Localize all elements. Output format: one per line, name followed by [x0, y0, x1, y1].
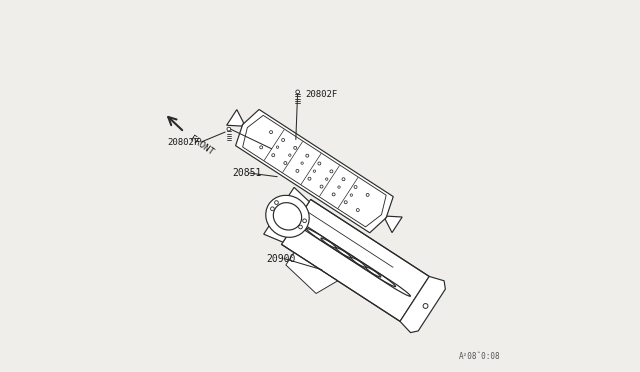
Ellipse shape — [289, 154, 291, 156]
Ellipse shape — [269, 131, 273, 134]
Ellipse shape — [342, 178, 345, 181]
Ellipse shape — [227, 127, 231, 131]
Ellipse shape — [326, 178, 328, 180]
Text: A²08ˆ0:08: A²08ˆ0:08 — [459, 352, 500, 361]
Text: FRONT: FRONT — [188, 134, 215, 157]
Text: 20802F: 20802F — [167, 138, 199, 147]
Polygon shape — [286, 253, 338, 294]
Ellipse shape — [273, 203, 301, 230]
Ellipse shape — [308, 177, 311, 180]
Ellipse shape — [284, 161, 287, 164]
Polygon shape — [400, 276, 445, 333]
Ellipse shape — [344, 201, 347, 204]
Ellipse shape — [318, 162, 321, 165]
Ellipse shape — [313, 170, 316, 172]
Polygon shape — [236, 109, 393, 233]
Polygon shape — [227, 110, 244, 126]
Ellipse shape — [332, 193, 335, 196]
Ellipse shape — [296, 169, 299, 172]
Ellipse shape — [260, 146, 262, 149]
Ellipse shape — [271, 207, 275, 211]
Text: 20900: 20900 — [266, 254, 296, 263]
Ellipse shape — [272, 154, 275, 157]
Ellipse shape — [366, 193, 369, 196]
Text: 20802F: 20802F — [305, 90, 337, 99]
Ellipse shape — [303, 219, 307, 222]
Ellipse shape — [282, 138, 285, 141]
Ellipse shape — [423, 304, 428, 308]
Text: 20851: 20851 — [232, 168, 262, 178]
Ellipse shape — [306, 154, 308, 157]
Ellipse shape — [276, 146, 278, 148]
Ellipse shape — [338, 186, 340, 188]
Ellipse shape — [296, 90, 300, 94]
Polygon shape — [264, 187, 309, 242]
Polygon shape — [282, 199, 429, 321]
Ellipse shape — [350, 194, 353, 196]
Polygon shape — [385, 216, 402, 232]
Ellipse shape — [354, 186, 357, 189]
Ellipse shape — [266, 195, 309, 237]
Ellipse shape — [301, 162, 303, 164]
Ellipse shape — [330, 170, 333, 173]
Ellipse shape — [275, 201, 278, 204]
Ellipse shape — [299, 225, 302, 229]
Ellipse shape — [294, 146, 297, 149]
Ellipse shape — [320, 185, 323, 188]
Ellipse shape — [356, 209, 359, 212]
